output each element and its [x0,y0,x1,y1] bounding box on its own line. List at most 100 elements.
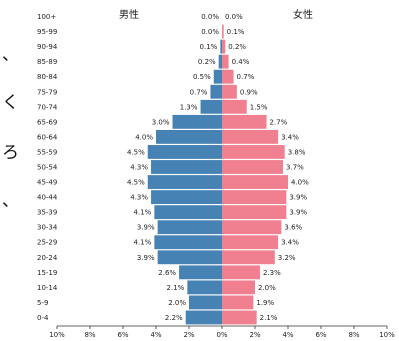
value-label-male: 2.6% [158,269,176,277]
bar-female [222,190,287,205]
value-label-group: 0.0% 0.0% 0.0% 0.1% 0.1% 0.2% 0.2% 0.4% 0.5% 0.7%… [127,13,309,322]
value-label-male: 0.1% [200,43,218,51]
value-label-female: 3.7% [286,164,304,172]
age-label: 25-29 [37,239,57,247]
bar-female [222,295,254,310]
value-label-female: 1.5% [250,103,268,111]
legend-female: 女性 [293,8,313,21]
x-tick-label: 10% [379,331,395,339]
value-label-female: 2.1% [260,314,278,322]
value-label-female: 0.0% [225,13,243,21]
value-label-female: 2.7% [270,118,288,126]
x-axis: 10% 8% 6% 4% 2% 0% 2% 4% 6% 8% 10% [49,325,395,339]
value-label-male: 0.5% [193,73,211,81]
value-label-female: 4.0% [291,179,309,187]
bar-male [185,310,222,325]
bar-male [157,250,222,265]
bar-male [187,280,222,295]
value-label-male: 0.7% [190,88,208,96]
age-label: 70-74 [37,103,58,111]
side-glyph: 、 [2,45,19,65]
bar-female [222,84,237,99]
bar-male [210,84,222,99]
bar-female [222,265,260,280]
bar-male [156,129,222,144]
value-label-female: 0.2% [228,43,246,51]
bar-male [154,235,222,250]
age-label: 95-99 [37,28,57,36]
bar-male [172,114,222,129]
age-label: 30-34 [37,224,58,232]
value-label-male: 4.3% [130,164,148,172]
value-label-female: 2.0% [258,284,276,292]
bar-male [151,160,222,174]
age-label: 60-64 [37,133,58,141]
value-label-female: 0.1% [227,28,245,36]
x-tick-label: 6% [315,331,326,339]
bar-female [222,24,224,39]
age-label: 45-49 [37,179,57,187]
value-label-female: 0.9% [240,88,258,96]
age-label: 75-79 [37,88,57,96]
value-label-male: 4.1% [134,239,152,247]
bar-female [222,39,226,54]
age-label-group: 100+ 95-99 90-94 85-89 80-84 75-79 70-74 65-69 6… [37,13,58,322]
value-label-male: 1.3% [180,103,198,111]
age-label: 50-54 [37,164,58,172]
bar-male [220,39,222,54]
x-tick-label: 8% [84,331,95,339]
bar-male [218,54,222,69]
value-label-male: 3.9% [137,254,155,262]
value-label-male: 0.2% [198,58,216,66]
side-text: 、 く ろ 、 [2,40,19,220]
value-label-female: 3.4% [281,133,299,141]
x-tick-label: 2% [249,331,260,339]
value-label-male: 4.5% [127,179,145,187]
value-label-male: 4.5% [127,148,145,156]
value-label-female: 0.4% [232,58,250,66]
value-label-male: 2.1% [167,284,185,292]
bar-male [154,205,222,220]
x-tick-label: 2% [183,331,194,339]
bar-group [147,24,288,325]
bar-male [213,69,222,84]
bar-female [222,310,257,325]
x-tick-label: 4% [150,331,161,339]
age-label: 15-19 [37,269,57,277]
value-label-female: 2.3% [263,269,281,277]
bar-female [222,175,288,189]
bar-female [222,129,279,144]
side-glyph: 、 [2,191,19,211]
age-label: 65-69 [37,118,57,126]
bar-male [200,99,222,114]
bar-male [147,145,222,159]
value-label-male: 4.3% [130,194,148,202]
x-tick-label: 0% [216,331,227,339]
bar-female [222,235,279,250]
age-label: 100+ [37,13,56,21]
value-label-male: 0.0% [201,28,219,36]
age-label: 40-44 [37,194,58,202]
value-label-male: 4.1% [134,209,152,217]
age-label: 5-9 [37,299,48,307]
bar-female [222,54,229,69]
x-tick-label: 4% [282,331,293,339]
value-label-male: 2.0% [168,299,186,307]
value-label-female: 3.6% [284,224,302,232]
value-label-female: 3.9% [289,209,307,217]
bar-female [222,99,247,114]
value-label-female: 0.7% [237,73,255,81]
bar-female [222,220,282,235]
value-label-female: 3.2% [278,254,296,262]
bar-female [222,114,267,129]
value-label-male: 3.0% [152,118,170,126]
bar-female [222,250,275,265]
side-glyph: ろ [2,143,19,163]
bar-female [222,69,234,84]
value-label-female: 3.8% [288,148,306,156]
bar-male [157,220,222,235]
age-label: 35-39 [37,209,57,217]
bar-male [151,190,222,205]
value-label-male: 3.9% [137,224,155,232]
